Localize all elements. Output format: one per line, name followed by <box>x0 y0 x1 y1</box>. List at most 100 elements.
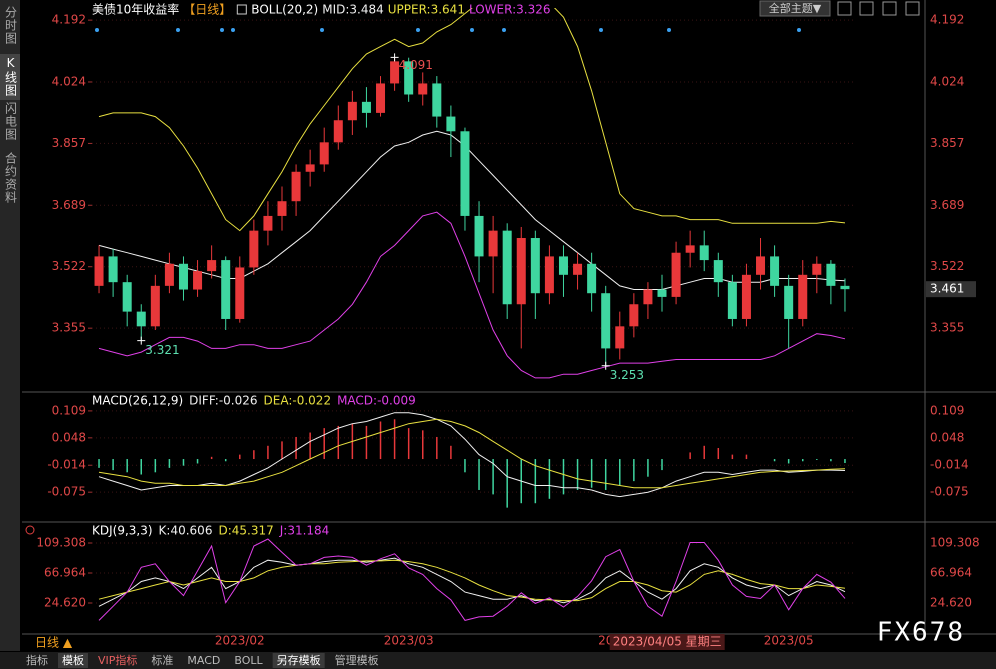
x-tick-label: 2023/03 <box>384 634 434 648</box>
legend-text: MACD(26,12,9) <box>92 394 183 408</box>
last-price-bg <box>926 281 976 298</box>
y-tick-label-left: 3.355 <box>52 321 86 335</box>
period-button[interactable]: 日线 ▲ <box>35 636 73 650</box>
candle-body <box>178 263 188 290</box>
candle-body <box>615 326 625 349</box>
window-buttons[interactable] <box>837 1 920 16</box>
y-tick-label-left: 3.522 <box>52 259 86 273</box>
y-tick-label-right: -0.014 <box>930 458 969 472</box>
candle-body <box>573 263 583 275</box>
toolbar-tab[interactable]: VIP指标 <box>98 653 137 667</box>
x-tick-label: 2023/02 <box>215 634 265 648</box>
button[interactable] <box>905 1 920 16</box>
candle-body <box>713 260 723 283</box>
candle-body <box>544 256 554 294</box>
legend-icon <box>236 4 247 15</box>
candle-body <box>657 289 667 297</box>
candle-body <box>629 304 639 327</box>
y-tick-label-left: 0.048 <box>52 430 86 444</box>
extreme-label: 3.321 <box>145 343 179 357</box>
candle-body <box>319 142 329 165</box>
candle-body <box>798 274 808 319</box>
candle-body <box>122 282 132 312</box>
theme-button[interactable] <box>759 0 831 17</box>
button[interactable] <box>859 1 874 16</box>
candle-body <box>249 230 259 268</box>
signal-dot <box>797 28 801 32</box>
candle-body <box>587 263 597 294</box>
cursor-date-bg <box>609 634 725 650</box>
toolbar-tab[interactable]: 标准 <box>151 653 173 667</box>
candle-body <box>685 245 695 253</box>
toolbar-tab[interactable]: BOLL <box>234 654 263 667</box>
toolbar-tab[interactable]: 另存模板 <box>277 653 321 667</box>
legend-text: 【日线】 <box>183 3 231 17</box>
y-tick-label-right: 3.689 <box>930 198 964 212</box>
sidebar-tab[interactable]: 分时图 <box>4 6 18 45</box>
candle-body <box>432 83 442 117</box>
candle-body <box>460 131 470 216</box>
legend-text: J:31.184 <box>279 524 330 538</box>
watermark: FX678 <box>877 618 965 648</box>
candle-body <box>136 311 146 327</box>
candle-body <box>474 215 484 257</box>
candle-body <box>601 293 611 349</box>
candle-body <box>263 215 273 231</box>
legend-text: BOLL(20,2) <box>251 3 318 17</box>
legend-text: LOWER:3.326 <box>469 3 551 17</box>
toolbar-tab[interactable]: MACD <box>187 654 220 667</box>
y-tick-label-left: 109.308 <box>36 535 86 549</box>
sidebar-tab[interactable]: K线图 <box>4 56 18 97</box>
candle-body <box>741 274 751 319</box>
legend-text: D:45.317 <box>218 524 273 538</box>
sidebar-tab[interactable]: 闪电图 <box>4 102 18 141</box>
theme-button-label[interactable]: 全部主题▼ <box>769 1 822 15</box>
y-tick-label-left: -0.014 <box>47 458 86 472</box>
legend-text: MID:3.484 <box>322 3 384 17</box>
y-tick-label-left: -0.075 <box>47 485 86 499</box>
extreme-marker <box>601 361 610 370</box>
candle-body <box>826 263 836 286</box>
sidebar-tab[interactable]: 合约资料 <box>4 151 18 204</box>
y-tick-label-left: 4.192 <box>52 13 86 27</box>
signal-dot <box>470 28 474 32</box>
cursor-date: 2023/04/05 星期三 <box>613 635 722 649</box>
indicator-line <box>98 418 846 489</box>
signal-dot <box>176 28 180 32</box>
candle-body <box>390 61 400 84</box>
toolbar-tab-bg <box>58 653 88 668</box>
button[interactable] <box>882 1 897 16</box>
y-tick-label-right: 4.024 <box>930 74 964 88</box>
candle-body <box>94 256 104 286</box>
button[interactable] <box>837 1 852 16</box>
candle-body <box>558 256 568 275</box>
candle-body <box>812 263 822 275</box>
last-price: 3.461 <box>930 282 964 296</box>
y-tick-label-right: 3.857 <box>930 136 964 150</box>
indicator-line <box>98 211 846 379</box>
candle-body <box>376 83 386 113</box>
candle-body <box>108 256 118 283</box>
signal-dot <box>599 28 603 32</box>
signal-dot <box>95 28 99 32</box>
toolbar-tabs: 指标 模板 VIP指标 标准 MACD BOLL 另存模板 管理模板 <box>26 653 379 668</box>
toolbar-tab[interactable]: 指标 <box>26 653 48 667</box>
candle-body <box>150 285 160 327</box>
extreme-label: 3.253 <box>610 368 644 382</box>
y-tick-label-right: 3.522 <box>930 259 964 273</box>
legend-text: KDJ(9,3,3) <box>92 524 153 538</box>
panel <box>92 538 854 621</box>
panel <box>92 410 854 508</box>
toolbar-tab-bg <box>272 653 325 668</box>
signal-dot <box>220 28 224 32</box>
legend-text: 美债10年收益率 <box>92 2 179 17</box>
toolbar-tab[interactable]: 模板 <box>62 653 84 667</box>
y-tick-label-right: -0.075 <box>930 485 969 499</box>
toolbar-tab[interactable]: 管理模板 <box>335 653 379 667</box>
legend-text: DEA:-0.022 <box>264 394 332 408</box>
x-tick-label: 20 <box>598 634 613 648</box>
panel <box>92 8 854 379</box>
candle-body <box>727 282 737 319</box>
kdj-icon[interactable] <box>25 525 35 535</box>
